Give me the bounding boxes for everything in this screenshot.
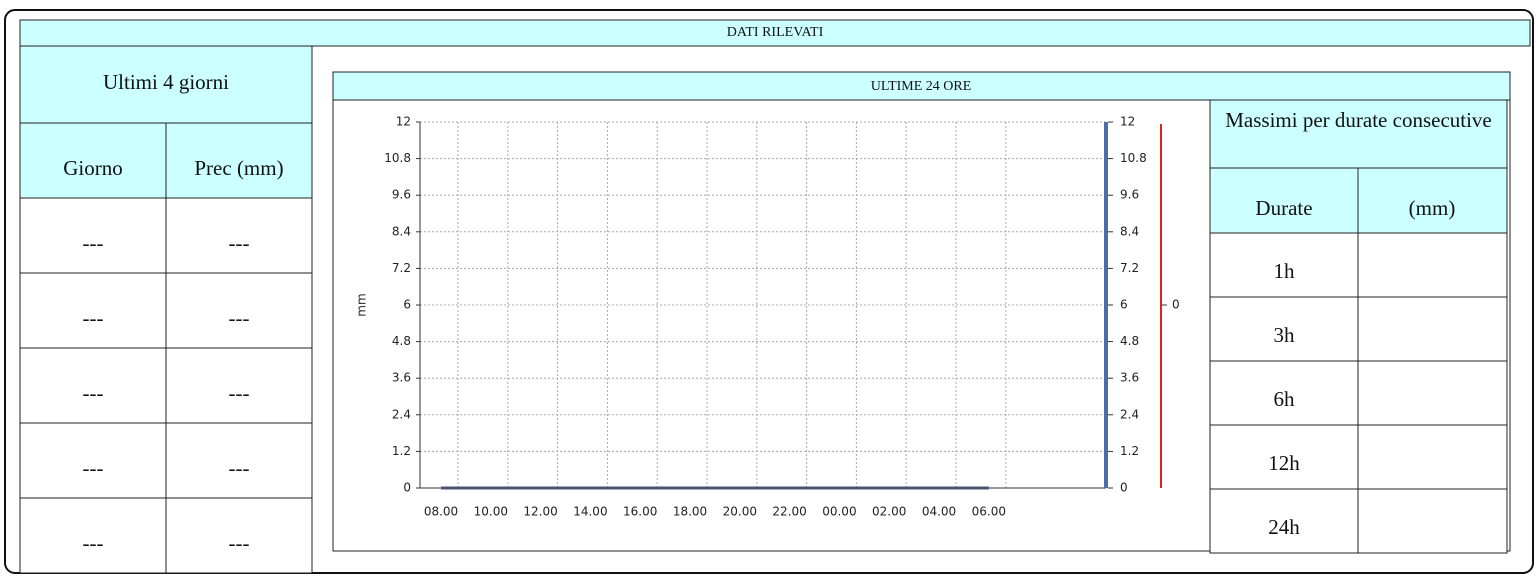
right-column-header: Durate bbox=[1255, 196, 1312, 220]
y-tick-label: 2.4 bbox=[392, 407, 411, 421]
y-tick-label: 9.6 bbox=[392, 188, 411, 202]
left-title-cell bbox=[19, 45, 313, 124]
header-band bbox=[19, 19, 1531, 47]
right-cell bbox=[1357, 424, 1508, 490]
right-cell bbox=[1357, 232, 1508, 298]
y2-tick-label: 9.6 bbox=[1120, 188, 1139, 202]
x-tick-label: 20.00 bbox=[723, 505, 757, 519]
header-title: DATI RILEVATI bbox=[727, 25, 824, 40]
y-tick-label: 0 bbox=[403, 481, 411, 495]
y2-tick-label: 10.8 bbox=[1120, 151, 1147, 165]
right-cell bbox=[1209, 232, 1359, 298]
right-title-cell bbox=[1209, 99, 1508, 169]
x-tick-label: 18.00 bbox=[673, 505, 707, 519]
duration-label: 3h bbox=[1274, 323, 1296, 347]
left-column-header: Giorno bbox=[63, 156, 123, 180]
x-tick-label: 06.00 bbox=[972, 505, 1006, 519]
right-cell bbox=[1209, 488, 1359, 554]
y-tick-label: 4.8 bbox=[392, 334, 411, 348]
duration-label: 6h bbox=[1274, 387, 1296, 411]
x-tick-label: 22.00 bbox=[772, 505, 806, 519]
y-tick-label: 3.6 bbox=[392, 371, 411, 385]
left-column-header: Prec (mm) bbox=[194, 156, 283, 180]
left-cell-text: --- bbox=[83, 231, 104, 255]
duration-label: 1h bbox=[1274, 259, 1296, 283]
left-cell bbox=[165, 272, 313, 349]
x-tick-label: 02.00 bbox=[872, 505, 906, 519]
left-cell-text: --- bbox=[229, 381, 250, 405]
left-cell bbox=[19, 497, 167, 574]
duration-label: 24h bbox=[1268, 515, 1300, 539]
left-cell-text: --- bbox=[83, 381, 104, 405]
x-tick-label: 14.00 bbox=[573, 505, 607, 519]
right-title-box: Massimi per durate consecutive bbox=[1225, 109, 1492, 132]
y-axis-label: mm bbox=[355, 293, 369, 316]
y2-tick-label: 8.4 bbox=[1120, 224, 1139, 238]
left-cell bbox=[19, 272, 167, 349]
right-cell bbox=[1357, 488, 1508, 554]
x-tick-label: 16.00 bbox=[623, 505, 657, 519]
y2-tick-label: 3.6 bbox=[1120, 371, 1139, 385]
right-column-header: (mm) bbox=[1409, 196, 1456, 220]
x-tick-label: 10.00 bbox=[474, 505, 508, 519]
left-cell-text: --- bbox=[229, 231, 250, 255]
left-head-cell bbox=[19, 122, 167, 199]
left-cell bbox=[19, 347, 167, 424]
y2-tick-label: 0 bbox=[1120, 481, 1128, 495]
right-cell bbox=[1209, 296, 1359, 362]
chart-title: ULTIME 24 ORE bbox=[871, 79, 972, 94]
right-cell bbox=[1209, 424, 1359, 490]
y2-tick-label: 2.4 bbox=[1120, 407, 1139, 421]
right-title: Massimi per durate consecutive bbox=[1225, 109, 1492, 132]
duration-label: 12h bbox=[1268, 451, 1300, 475]
right-cell bbox=[1357, 360, 1508, 426]
y2-tick-label: 7.2 bbox=[1120, 261, 1139, 275]
left-cell bbox=[165, 347, 313, 424]
right-head-cell bbox=[1209, 167, 1359, 234]
x-tick-label: 04.00 bbox=[922, 505, 956, 519]
y-tick-label: 8.4 bbox=[392, 224, 411, 238]
left-cell bbox=[165, 497, 313, 574]
y-tick-label: 10.8 bbox=[384, 151, 411, 165]
left-cell bbox=[19, 197, 167, 274]
x-tick-label: 12.00 bbox=[523, 505, 557, 519]
right-cell bbox=[1357, 296, 1508, 362]
y3-tick-label: 0 bbox=[1172, 298, 1180, 312]
x-tick-label: 00.00 bbox=[822, 505, 856, 519]
y-tick-label: 12 bbox=[396, 115, 411, 129]
left-title: Ultimi 4 giorni bbox=[103, 70, 229, 94]
left-cell-text: --- bbox=[229, 306, 250, 330]
x-tick-label: 08.00 bbox=[424, 505, 458, 519]
right-cell bbox=[1209, 360, 1359, 426]
left-cell-text: --- bbox=[83, 456, 104, 480]
left-cell-text: --- bbox=[229, 531, 250, 555]
chart-title-band bbox=[332, 71, 1511, 101]
left-cell-text: --- bbox=[83, 531, 104, 555]
left-cell-text: --- bbox=[83, 306, 104, 330]
left-cell bbox=[19, 422, 167, 499]
y-tick-label: 6 bbox=[403, 298, 411, 312]
y2-tick-label: 1.2 bbox=[1120, 444, 1139, 458]
y2-tick-label: 12 bbox=[1120, 115, 1135, 129]
y2-tick-label: 4.8 bbox=[1120, 334, 1139, 348]
left-cell bbox=[165, 422, 313, 499]
left-cell-text: --- bbox=[229, 456, 250, 480]
left-head-cell bbox=[165, 122, 313, 199]
y-tick-label: 7.2 bbox=[392, 261, 411, 275]
right-head-cell bbox=[1357, 167, 1508, 234]
y-tick-label: 1.2 bbox=[392, 444, 411, 458]
y2-tick-label: 6 bbox=[1120, 298, 1128, 312]
